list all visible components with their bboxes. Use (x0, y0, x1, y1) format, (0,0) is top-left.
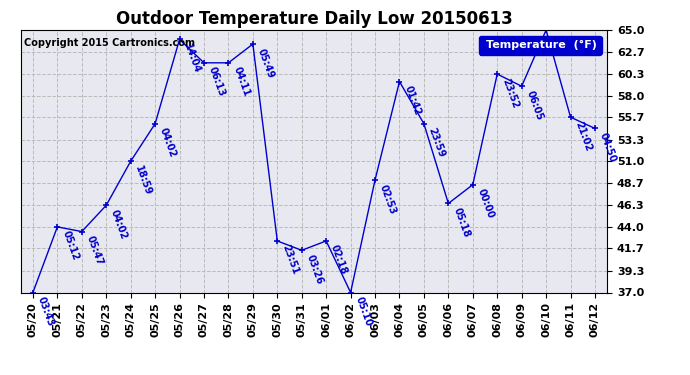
Text: 01:42: 01:42 (402, 84, 422, 117)
Text: 00:00: 00:00 (475, 188, 495, 220)
Text: 03:43: 03:43 (36, 295, 56, 328)
Text: 05:49: 05:49 (255, 47, 275, 80)
Text: 04:02: 04:02 (109, 208, 129, 241)
Text: 21:02: 21:02 (573, 120, 593, 153)
Legend: Temperature  (°F): Temperature (°F) (479, 36, 602, 54)
Text: 04:50: 04:50 (598, 131, 618, 164)
Text: 23:52: 23:52 (500, 77, 520, 110)
Text: 14:04: 14:04 (182, 42, 202, 75)
Text: 05:10: 05:10 (353, 295, 373, 328)
Text: Copyright 2015 Cartronics.com: Copyright 2015 Cartronics.com (23, 38, 195, 48)
Text: 06:05: 06:05 (524, 89, 544, 122)
Text: 02:18: 02:18 (329, 244, 349, 276)
Text: 06:13: 06:13 (207, 66, 227, 98)
Text: 23:59: 23:59 (426, 126, 446, 159)
Text: 04:11: 04:11 (231, 66, 251, 98)
Text: 05:47: 05:47 (85, 234, 105, 267)
Text: 18:59: 18:59 (133, 164, 153, 197)
Title: Outdoor Temperature Daily Low 20150613: Outdoor Temperature Daily Low 20150613 (115, 10, 512, 28)
Text: 05:18: 05:18 (451, 206, 471, 239)
Text: 04:02: 04:02 (158, 126, 178, 159)
Text: 03:26: 03:26 (304, 253, 324, 286)
Text: 02:53: 02:53 (378, 183, 398, 215)
Text: 05:12: 05:12 (60, 230, 80, 262)
Text: 23:51: 23:51 (280, 244, 300, 276)
